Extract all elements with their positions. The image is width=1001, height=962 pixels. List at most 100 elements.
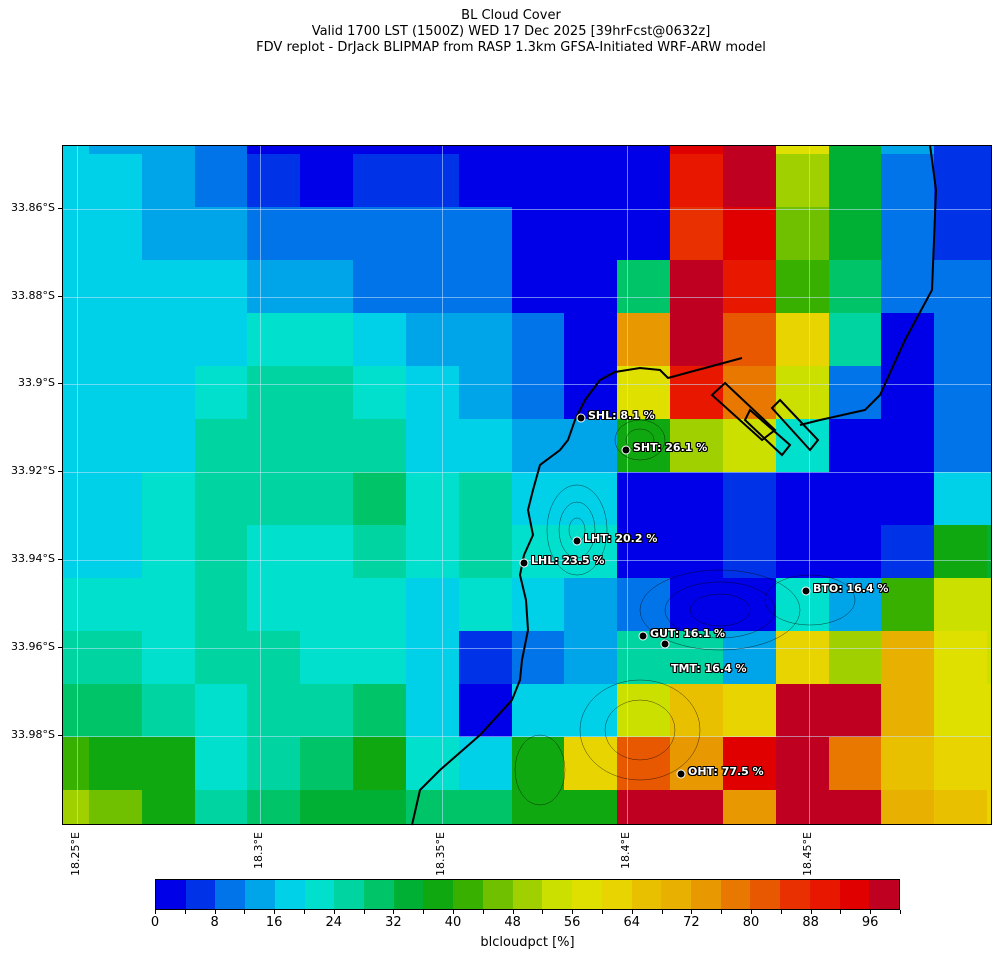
heatmap-cell	[512, 260, 565, 314]
heatmap-cell	[934, 313, 988, 367]
heatmap-cell	[934, 366, 988, 420]
heatmap-cell	[300, 578, 354, 632]
heatmap-cell	[512, 366, 565, 420]
heatmap-cell	[723, 737, 777, 791]
heatmap-cell	[353, 578, 407, 632]
colorbar-tick-mark	[721, 910, 723, 914]
heatmap-cell	[63, 419, 90, 473]
heatmap-cell	[881, 684, 935, 738]
station-marker-icon	[576, 413, 586, 423]
heatmap-cell	[776, 260, 830, 314]
colorbar-tick-label: 88	[802, 915, 819, 930]
heatmap-cell	[300, 631, 354, 685]
heatmap-cell	[934, 790, 988, 824]
heatmap-cell	[987, 790, 991, 824]
heatmap-cell	[776, 737, 830, 791]
station-label: SHT: 26.1 %	[633, 441, 708, 454]
heatmap-cell	[89, 472, 143, 526]
heatmap-cell	[776, 207, 830, 261]
heatmap-cell	[881, 472, 935, 526]
heatmap-cell	[247, 737, 301, 791]
colorbar-swatch	[809, 880, 840, 909]
colorbar-tick-label: 24	[325, 915, 343, 930]
heatmap-cell	[63, 146, 90, 155]
heatmap-cell	[300, 737, 354, 791]
heatmap-cell	[406, 313, 460, 367]
heatmap-cell	[881, 578, 935, 632]
colorbar-tick-mark	[691, 910, 693, 914]
heatmap-cell	[512, 146, 565, 155]
colorbar	[155, 879, 900, 910]
station-marker-icon	[621, 445, 631, 455]
heatmap-cell	[723, 525, 777, 579]
heatmap-cell	[353, 419, 407, 473]
heatmap-cell	[723, 631, 777, 685]
heatmap-cell	[670, 578, 724, 632]
colorbar-swatch	[482, 880, 513, 909]
heatmap-cell	[247, 260, 301, 314]
heatmap-cell	[670, 419, 724, 473]
heatmap-cell	[195, 260, 248, 314]
heatmap-cell	[881, 146, 935, 155]
harbour-breakwater-3	[770, 398, 820, 452]
heatmap-cell	[195, 472, 248, 526]
heatmap-cell	[829, 154, 882, 208]
colorbar-swatch	[572, 880, 602, 909]
heatmap-cell	[142, 260, 196, 314]
heatmap-cell	[881, 631, 935, 685]
heatmap-cell	[723, 790, 777, 824]
colorbar-tick-mark	[870, 910, 872, 914]
heatmap-cell	[459, 631, 513, 685]
heatmap-cell	[406, 525, 460, 579]
heatmap-cell	[776, 472, 830, 526]
heatmap-cell	[776, 146, 830, 155]
station-marker-icon	[676, 769, 686, 779]
latitude-gridline	[63, 736, 991, 737]
heatmap-cell	[776, 313, 830, 367]
heatmap-cell	[89, 146, 143, 155]
heatmap-cell	[195, 684, 248, 738]
y-tick-mark	[58, 735, 62, 736]
heatmap-cell	[459, 154, 513, 208]
chart-title: BL Cloud Cover	[461, 8, 561, 23]
heatmap-cell	[89, 366, 143, 420]
east-coastline	[799, 144, 938, 426]
heatmap-cell	[881, 154, 935, 208]
heatmap-cell	[300, 207, 354, 261]
colorbar-tick-mark	[393, 910, 395, 914]
heatmap-cell	[934, 737, 988, 791]
heatmap-cell	[247, 684, 301, 738]
heatmap-cell	[723, 260, 777, 314]
heatmap-cell	[300, 790, 354, 824]
colorbar-tick-label: 48	[504, 915, 521, 930]
heatmap-cell	[670, 154, 724, 208]
colorbar-tick-mark	[155, 910, 156, 914]
colorbar-tick-label: 96	[861, 915, 879, 930]
colorbar-tick-mark	[244, 910, 246, 914]
heatmap-cell	[776, 684, 830, 738]
heatmap-cell	[829, 313, 882, 367]
heatmap-cell	[881, 790, 935, 824]
heatmap-cell	[723, 146, 777, 155]
x-tick-label: 18.35°E	[434, 832, 447, 876]
y-tick-mark	[58, 208, 62, 209]
colorbar-tick-label: 56	[563, 915, 581, 930]
colorbar-tick-mark	[184, 910, 186, 914]
chart-valid-time: Valid 1700 LST (1500Z) WED 17 Dec 2025 […	[311, 24, 711, 39]
heatmap-cell	[300, 313, 354, 367]
colorbar-swatch	[274, 880, 305, 909]
heatmap-cell	[63, 207, 90, 261]
heatmap-cell	[723, 154, 777, 208]
heatmap-cell	[934, 260, 988, 314]
heatmap-cell	[987, 313, 991, 367]
heatmap-cell	[195, 525, 248, 579]
longitude-gridline	[77, 146, 78, 824]
colorbar-swatch	[542, 880, 573, 909]
heatmap-cell	[934, 154, 988, 208]
heatmap-cell	[353, 525, 407, 579]
harbour-breakwater-1	[710, 381, 777, 442]
heatmap-cell	[564, 578, 618, 632]
heatmap-cell	[776, 366, 830, 420]
station-label: GUT: 16.1 %	[650, 627, 726, 640]
